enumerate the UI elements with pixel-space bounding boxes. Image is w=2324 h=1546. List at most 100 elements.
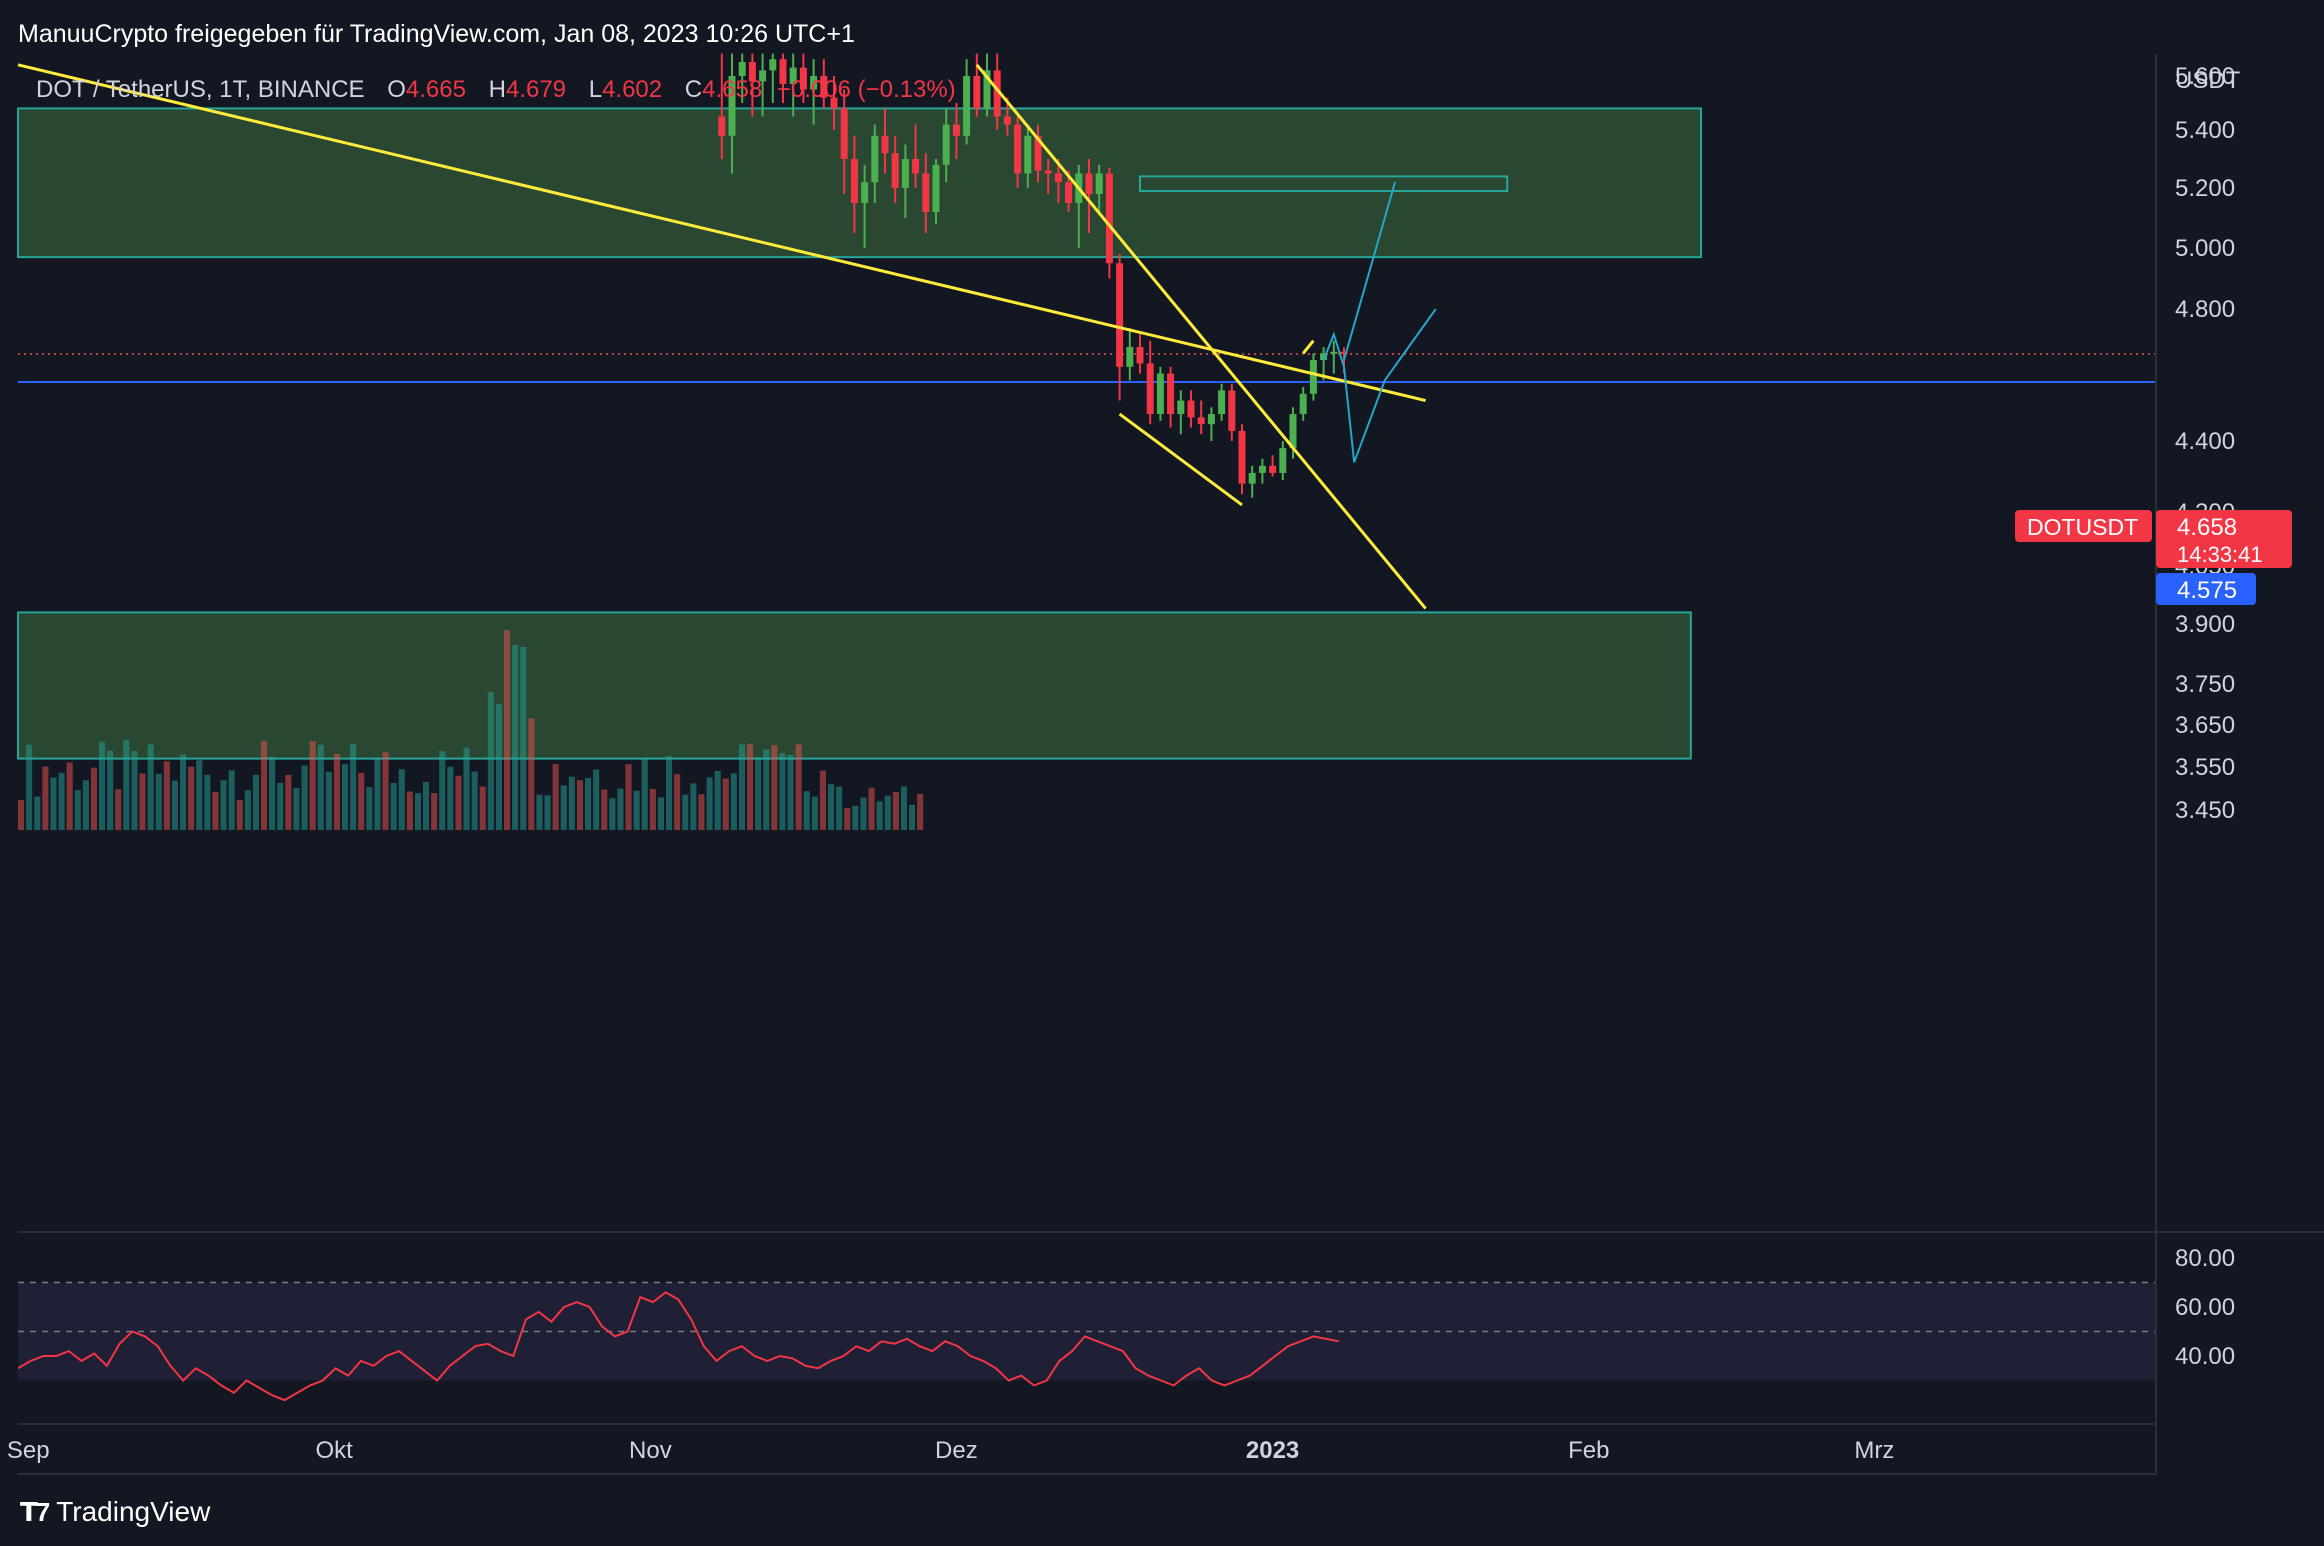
candle-body[interactable]: [1095, 173, 1103, 195]
candle-body[interactable]: [1289, 414, 1297, 449]
candle-body[interactable]: [1330, 351, 1338, 354]
price-axis-tick: 5.600: [2175, 63, 2235, 90]
tradingview-brand[interactable]: ꓔ7 TradingView: [20, 1496, 210, 1528]
time-axis-tick: Nov: [629, 1437, 672, 1464]
price-axis-tick: 5.400: [2175, 117, 2235, 144]
candle-body[interactable]: [1238, 430, 1246, 484]
candle-body[interactable]: [1085, 173, 1093, 195]
volume-bar: [755, 757, 762, 830]
candle-body[interactable]: [1248, 472, 1256, 484]
candle-body[interactable]: [820, 76, 828, 98]
candle-body[interactable]: [963, 76, 971, 136]
candle-body[interactable]: [901, 159, 909, 188]
candle-body[interactable]: [1065, 182, 1073, 203]
rsi-line[interactable]: [18, 1291, 1339, 1402]
candle-body[interactable]: [1258, 465, 1266, 473]
candle-body[interactable]: [799, 67, 807, 90]
projection-path[interactable]: [1322, 308, 1437, 463]
candle-body[interactable]: [1299, 393, 1307, 415]
candle-body[interactable]: [830, 97, 838, 109]
candle-body[interactable]: [912, 159, 920, 174]
candle-body[interactable]: [1228, 390, 1236, 431]
volume-bar: [504, 630, 511, 830]
price-axis-tick: 5.200: [2175, 175, 2235, 202]
legend-high-value: 4.679: [505, 76, 567, 103]
candle-body[interactable]: [932, 164, 940, 212]
candle-body[interactable]: [759, 70, 767, 82]
volume-bar: [261, 740, 268, 830]
candle-body[interactable]: [861, 182, 869, 203]
candle-body[interactable]: [871, 135, 879, 183]
candle-body[interactable]: [1003, 116, 1011, 125]
candle-body[interactable]: [850, 159, 858, 203]
volume-bar: [350, 743, 357, 830]
price-axis-tick: 4.800: [2175, 296, 2235, 323]
volume-bar: [633, 790, 640, 830]
legend-low-value: 4.602: [602, 76, 663, 103]
volume-bar: [593, 769, 600, 830]
volume-bar: [455, 775, 462, 830]
legend-close-label: C: [684, 76, 703, 103]
candle-body[interactable]: [1177, 400, 1185, 415]
candle-body[interactable]: [1218, 390, 1226, 415]
candle-body[interactable]: [1014, 124, 1022, 174]
candle-body[interactable]: [810, 76, 818, 90]
candle-body[interactable]: [1197, 417, 1205, 425]
candle-body[interactable]: [789, 67, 797, 85]
trend-line[interactable]: [1118, 412, 1243, 507]
candle-body[interactable]: [952, 124, 960, 136]
candle-body[interactable]: [1024, 135, 1032, 174]
trend-line[interactable]: [975, 63, 1427, 610]
candle-body[interactable]: [942, 124, 950, 165]
candle-body[interactable]: [1105, 173, 1113, 264]
candle-body[interactable]: [1136, 347, 1144, 364]
brand-name: TradingView: [56, 1496, 211, 1527]
volume-bar: [188, 766, 195, 830]
candle-body[interactable]: [718, 116, 726, 136]
candle-body[interactable]: [1320, 353, 1328, 361]
candle-body[interactable]: [1156, 373, 1164, 415]
volume-bar: [674, 774, 681, 830]
candle-body[interactable]: [1116, 263, 1124, 367]
volume-bar: [398, 769, 405, 830]
projection-path[interactable]: [1343, 181, 1396, 361]
volume-bar: [828, 784, 835, 830]
time-axis-tick: Feb: [1568, 1437, 1609, 1464]
candle-body[interactable]: [1126, 347, 1134, 367]
candle-body[interactable]: [728, 76, 736, 136]
candle-body[interactable]: [1309, 360, 1317, 394]
volume-bar: [617, 788, 624, 830]
volume-bar: [771, 745, 778, 830]
candle-body[interactable]: [983, 70, 991, 109]
candle-body[interactable]: [973, 76, 981, 109]
trend-line[interactable]: [17, 63, 1426, 403]
candle-body[interactable]: [1167, 373, 1175, 415]
volume-bar: [868, 787, 875, 830]
candle-body[interactable]: [993, 70, 1001, 117]
candle-body[interactable]: [1054, 173, 1062, 183]
volume-bar: [552, 764, 559, 830]
candle-body[interactable]: [779, 59, 787, 85]
candle-body[interactable]: [840, 108, 848, 159]
candle-body[interactable]: [1340, 351, 1348, 354]
candle-body[interactable]: [1279, 448, 1287, 473]
candle-body[interactable]: [738, 62, 746, 76]
candle-body[interactable]: [1269, 465, 1277, 473]
candle-body[interactable]: [881, 135, 889, 154]
candle-body[interactable]: [1187, 400, 1195, 418]
candle-body[interactable]: [1207, 414, 1215, 425]
volume-bar: [625, 764, 632, 830]
candle-body[interactable]: [922, 173, 930, 213]
candle-body[interactable]: [1044, 170, 1052, 174]
candle-body[interactable]: [748, 62, 756, 82]
volume-bar: [787, 754, 794, 830]
candle-body[interactable]: [891, 153, 899, 188]
candle-body[interactable]: [1034, 135, 1042, 171]
candle-body[interactable]: [769, 59, 777, 71]
candle-body[interactable]: [1146, 363, 1154, 415]
demand-zone[interactable]: [1139, 175, 1509, 192]
trend-line[interactable]: [1302, 339, 1315, 355]
volume-bar: [568, 776, 575, 830]
demand-zone[interactable]: [17, 611, 1692, 760]
